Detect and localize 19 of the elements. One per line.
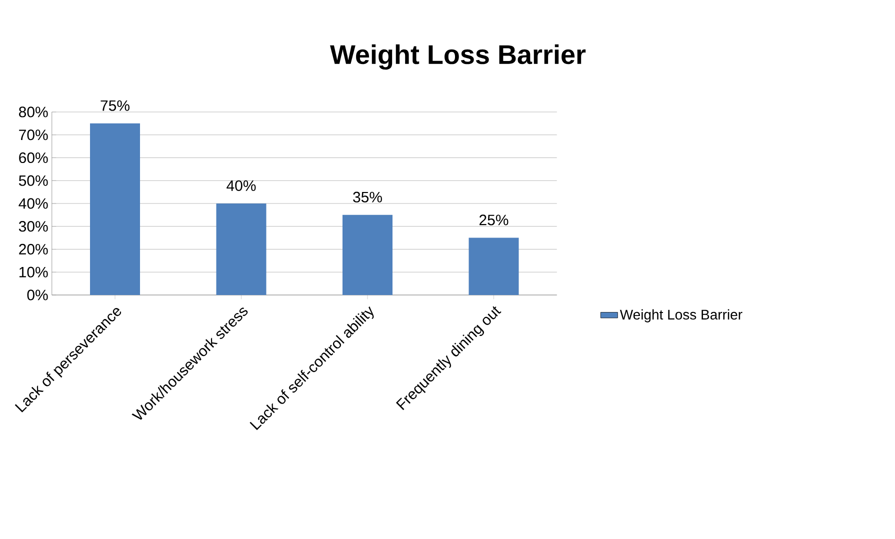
bar (90, 123, 140, 295)
data-label: 35% (353, 192, 382, 202)
data-label: 40% (226, 180, 256, 191)
y-tick-label: 80% (19, 106, 48, 118)
y-tick-label: 40% (18, 198, 48, 209)
y-tick-label: 0% (27, 290, 48, 300)
bar (342, 214, 393, 295)
data-label: 75% (100, 100, 130, 111)
legend-label: Weight Loss Barrier (620, 309, 742, 322)
y-tick-label: 10% (19, 266, 48, 278)
y-tick-label: 50% (18, 175, 48, 186)
y-tick-label: 20% (19, 244, 48, 255)
data-label: 25% (479, 214, 508, 226)
y-tick-label: 70% (19, 130, 48, 140)
y-tick-label: 60% (19, 152, 48, 164)
y-tick-label: 30% (18, 221, 48, 232)
chart-title: Weight Loss Barrier (330, 44, 586, 70)
bar (216, 203, 266, 295)
bar (468, 238, 519, 295)
